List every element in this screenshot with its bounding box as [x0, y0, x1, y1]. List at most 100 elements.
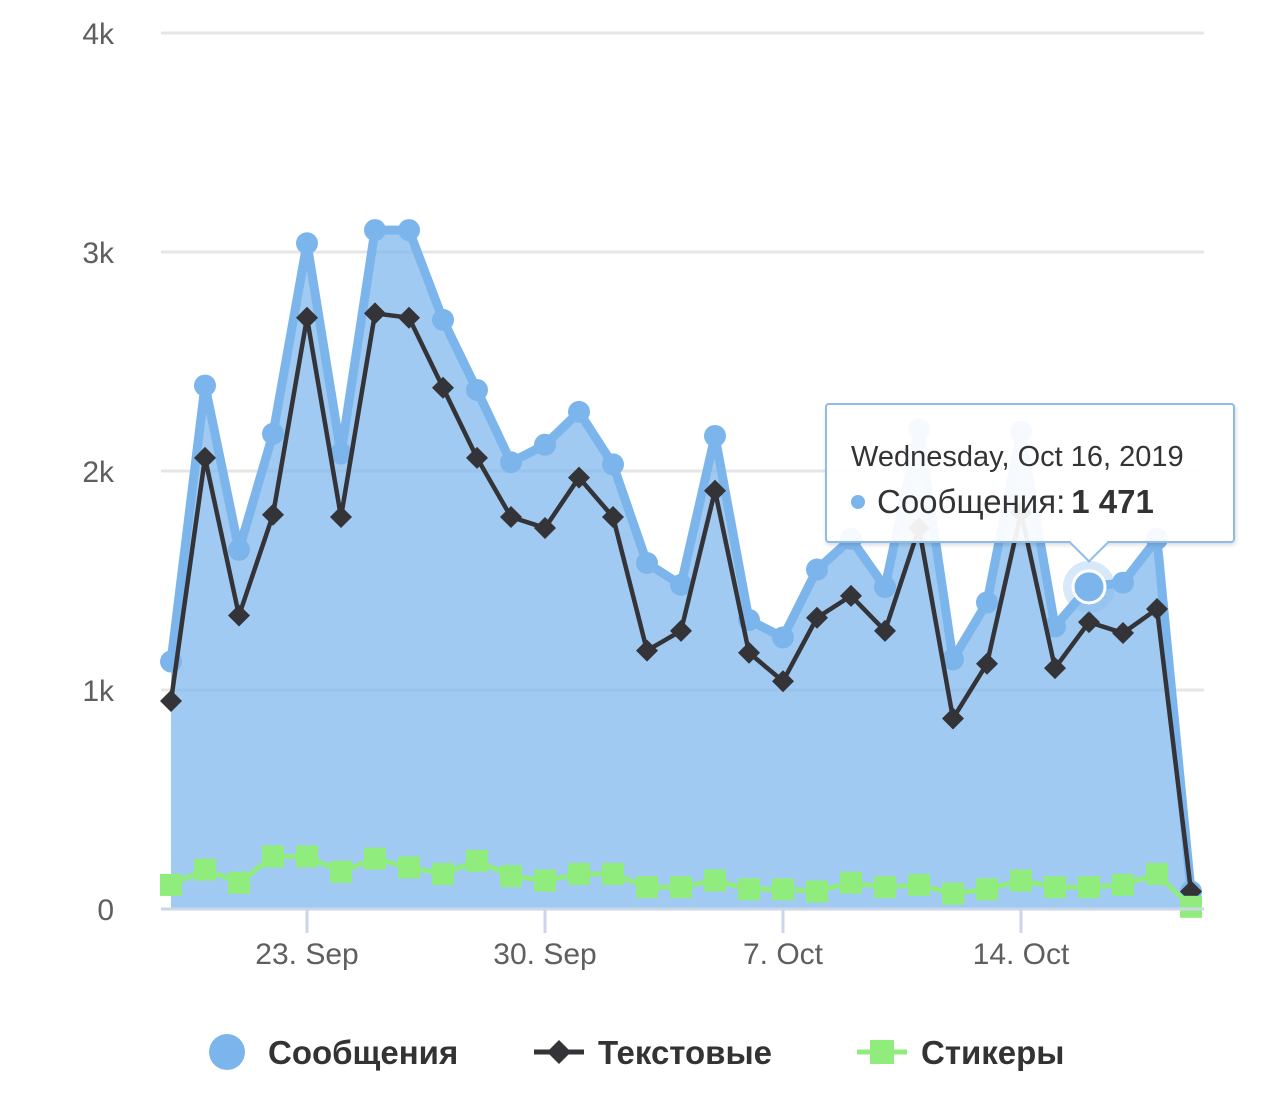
point-messages	[568, 400, 590, 423]
area-fill-messages	[171, 230, 1191, 910]
y-tick-label: 2k	[82, 456, 115, 489]
point-stickers	[1180, 895, 1202, 918]
point-text	[262, 503, 284, 526]
point-stickers	[908, 873, 930, 896]
point-messages	[874, 576, 896, 599]
point-text	[806, 606, 828, 629]
point-messages	[1044, 615, 1066, 638]
point-stickers	[670, 876, 692, 899]
point-text	[432, 376, 454, 399]
point-text	[738, 641, 760, 664]
point-stickers	[976, 878, 998, 901]
point-text	[704, 479, 726, 502]
point-stickers	[160, 873, 182, 896]
point-messages	[806, 558, 828, 581]
tooltip-value: 1 471	[1071, 483, 1154, 520]
point-stickers	[704, 869, 726, 892]
chart: 0 1k 2k 3k 4k 23. Sep 30. Sep 7. Oct 14. Oct	[82, 18, 1204, 971]
point-messages	[432, 308, 454, 331]
point-messages	[636, 551, 658, 574]
point-messages	[296, 232, 318, 255]
point-stickers	[738, 878, 760, 901]
point-stickers	[942, 882, 964, 905]
legend-label-text: Текстовые	[598, 1034, 773, 1071]
point-messages	[670, 573, 692, 596]
hover-layer	[1063, 560, 1115, 613]
point-messages	[262, 422, 284, 445]
point-text	[330, 505, 352, 528]
point-stickers	[330, 860, 352, 883]
point-stickers	[228, 871, 250, 894]
point-stickers	[806, 880, 828, 903]
point-text	[364, 302, 386, 325]
x-tick-label: 23. Sep	[255, 938, 358, 971]
legend-item-messages[interactable]: Сообщения	[206, 1028, 458, 1078]
x-axis	[161, 907, 1204, 933]
point-messages	[772, 626, 794, 649]
point-text	[500, 505, 522, 528]
legend-label-stickers: Стикеры	[921, 1034, 1065, 1071]
hover-point	[1071, 569, 1107, 605]
y-tick-label: 4k	[82, 18, 115, 51]
point-text	[534, 516, 556, 539]
point-stickers	[534, 869, 556, 892]
point-stickers	[398, 856, 420, 879]
legend-square-line-icon	[857, 1040, 907, 1064]
legend: Сообщения Текстовые Стикеры	[0, 1028, 1280, 1078]
point-text	[636, 639, 658, 662]
point-stickers	[466, 849, 488, 872]
point-messages	[704, 424, 726, 447]
point-stickers	[1044, 876, 1066, 899]
point-stickers	[840, 871, 862, 894]
tooltip-series-label: Сообщения	[877, 483, 1057, 520]
legend-circle-icon	[209, 1034, 245, 1070]
x-axis-labels: 23. Sep 30. Sep 7. Oct 14. Oct	[255, 938, 1070, 971]
series-layer	[160, 219, 1202, 918]
point-messages	[500, 451, 522, 474]
point-stickers	[262, 845, 284, 868]
point-text	[296, 306, 318, 329]
point-stickers	[500, 865, 522, 888]
point-text	[466, 446, 488, 469]
point-text	[1112, 622, 1134, 645]
point-text	[840, 584, 862, 607]
legend-item-text[interactable]: Текстовые	[532, 1028, 772, 1078]
point-stickers	[636, 876, 658, 899]
tooltip-separator: :	[1056, 483, 1066, 520]
point-text	[874, 619, 896, 642]
point-text	[1146, 597, 1168, 620]
point-text	[228, 604, 250, 627]
point-stickers	[1078, 876, 1100, 899]
point-text	[1078, 611, 1100, 634]
legend-label-messages: Сообщения	[268, 1034, 459, 1071]
point-messages	[364, 219, 386, 242]
point-text	[568, 466, 590, 489]
point-stickers	[296, 845, 318, 868]
point-stickers	[194, 858, 216, 881]
point-stickers	[874, 876, 896, 899]
legend-diamond-line-icon	[534, 1040, 584, 1064]
y-tick-label: 0	[97, 894, 114, 927]
point-messages	[976, 591, 998, 614]
point-messages	[330, 442, 352, 465]
legend-item-stickers[interactable]: Стикеры	[855, 1028, 1065, 1078]
point-text	[976, 652, 998, 675]
y-axis-labels: 0 1k 2k 3k 4k	[82, 18, 115, 927]
point-text	[942, 707, 964, 730]
tooltip-series-dot-icon	[851, 495, 865, 509]
point-text	[398, 306, 420, 329]
y-tick-label: 3k	[82, 237, 115, 270]
point-stickers	[772, 878, 794, 901]
point-messages	[398, 219, 420, 242]
point-stickers	[1010, 869, 1032, 892]
point-text	[160, 689, 182, 712]
x-tick-label: 14. Oct	[973, 938, 1070, 971]
point-text	[1044, 657, 1066, 680]
tooltip-date: Wednesday, Oct 16, 2019	[851, 441, 1184, 473]
point-messages	[194, 374, 216, 397]
point-messages	[466, 378, 488, 401]
point-text	[670, 619, 692, 642]
point-stickers	[364, 847, 386, 870]
point-stickers	[602, 862, 624, 885]
point-stickers	[1112, 873, 1134, 896]
